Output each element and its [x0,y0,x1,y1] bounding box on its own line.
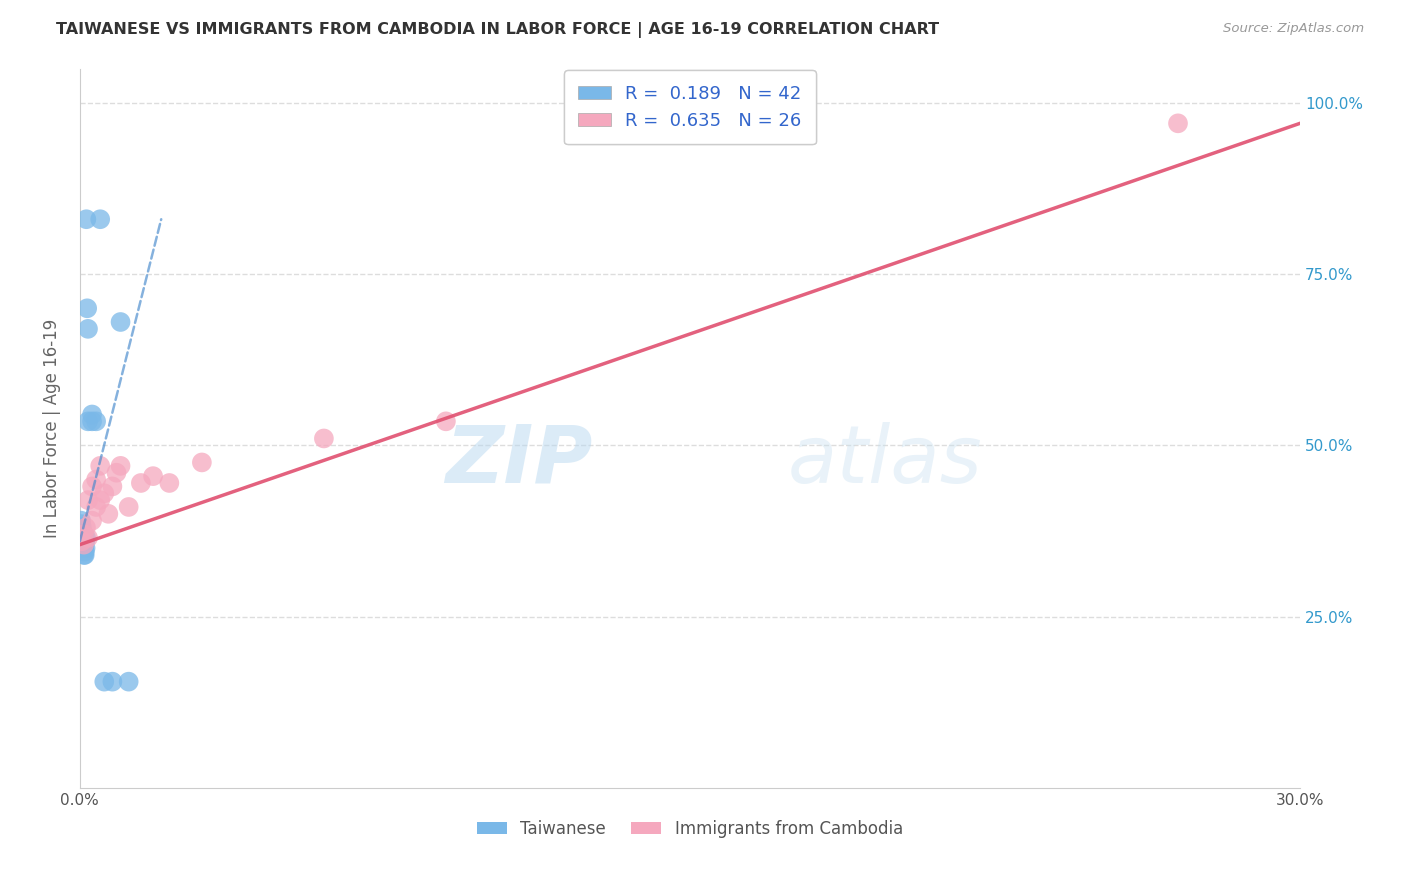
Text: Source: ZipAtlas.com: Source: ZipAtlas.com [1223,22,1364,36]
Point [80,479,103,493]
Point [72,538,94,552]
Point [72,534,94,549]
Point [73,548,96,562]
Point [73,534,96,549]
Point [129,475,152,490]
Point [72,534,94,549]
Point [110,315,132,329]
Text: ZIP: ZIP [444,422,592,500]
Point [73,538,96,552]
Point [80,408,103,422]
Point [77,493,100,508]
Point [77,414,100,428]
Point [70,538,93,552]
Point [84,473,107,487]
Point [75,541,97,555]
Point [75,520,97,534]
Point [70,520,93,534]
Point [70,527,93,541]
Point [101,674,124,689]
Point [191,455,214,469]
Point [76,301,98,316]
Point [101,479,124,493]
Point [89,212,111,227]
Point [73,541,96,555]
Point [80,514,103,528]
Point [89,458,111,473]
Point [118,500,141,514]
Point [312,432,335,446]
Point [434,414,457,428]
Point [75,212,97,227]
Point [72,527,94,541]
Point [77,531,100,545]
Y-axis label: In Labor Force | Age 16-19: In Labor Force | Age 16-19 [44,318,60,538]
Point [93,674,115,689]
Point [73,527,96,541]
Point [75,534,97,549]
Point [72,527,94,541]
Point [679,116,702,130]
Point [70,517,93,532]
Point [118,674,141,689]
Text: atlas: atlas [787,422,983,500]
Point [70,534,93,549]
Point [72,534,94,549]
Point [84,500,107,514]
Point [73,544,96,558]
Point [80,414,103,428]
Point [72,538,94,552]
Point [70,514,93,528]
Point [72,531,94,545]
Point [97,507,120,521]
Point [72,534,94,549]
Point [72,531,94,545]
Point [142,469,165,483]
Point [72,527,94,541]
Point [105,466,128,480]
Point [93,486,115,500]
Point [77,322,100,336]
Point [73,527,96,541]
Point [110,458,132,473]
Legend: Taiwanese, Immigrants from Cambodia: Taiwanese, Immigrants from Cambodia [471,813,910,844]
Point [73,538,96,552]
Point [1167,116,1189,130]
Point [75,531,97,545]
Point [73,548,96,562]
Point [89,493,111,508]
Point [70,520,93,534]
Point [70,531,93,545]
Point [70,524,93,538]
Text: TAIWANESE VS IMMIGRANTS FROM CAMBODIA IN LABOR FORCE | AGE 16-19 CORRELATION CHA: TAIWANESE VS IMMIGRANTS FROM CAMBODIA IN… [56,22,939,38]
Point [157,475,180,490]
Point [84,414,107,428]
Point [70,534,93,549]
